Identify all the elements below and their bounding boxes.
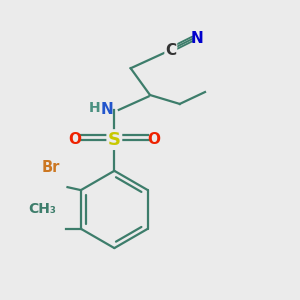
Text: N: N bbox=[100, 102, 113, 117]
Text: Br: Br bbox=[41, 160, 60, 175]
Text: O: O bbox=[68, 132, 81, 147]
Text: H: H bbox=[89, 101, 101, 116]
Text: S: S bbox=[108, 130, 121, 148]
Text: O: O bbox=[147, 132, 161, 147]
Text: N: N bbox=[190, 31, 203, 46]
Text: CH₃: CH₃ bbox=[28, 202, 56, 216]
Text: C: C bbox=[165, 43, 176, 58]
